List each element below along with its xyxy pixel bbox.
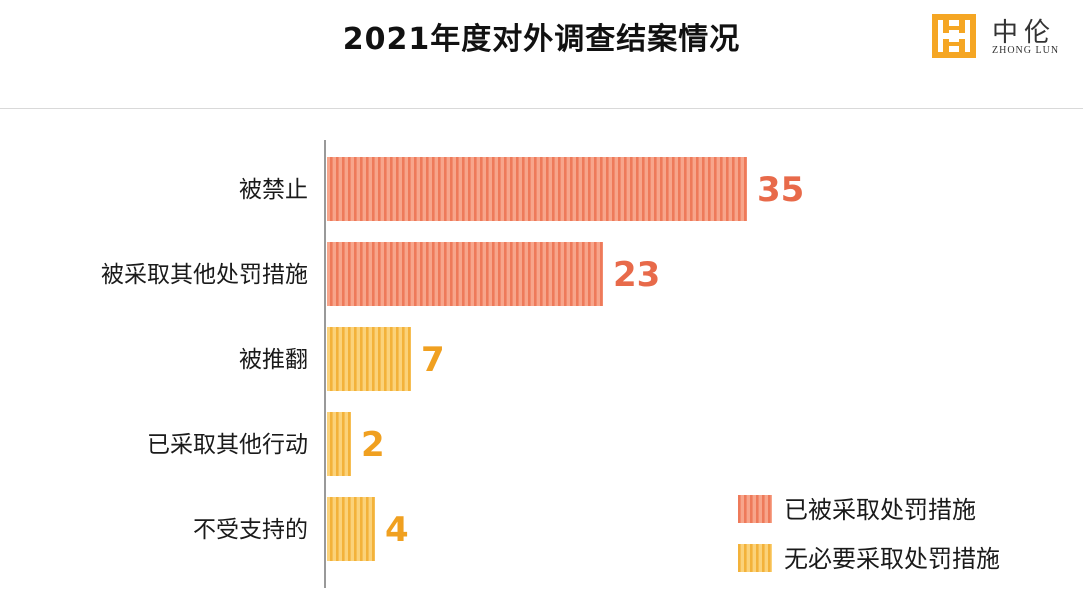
bar-3 bbox=[327, 412, 351, 476]
category-label-0: 被禁止 bbox=[239, 177, 308, 203]
logo-name-en: ZHONG LUN bbox=[992, 45, 1060, 56]
value-label-3: 2 bbox=[361, 425, 385, 465]
value-label-0: 35 bbox=[757, 170, 804, 210]
legend-item-no-penalty: 无必要采取处罚措施 bbox=[738, 544, 1000, 573]
bar-4 bbox=[327, 497, 375, 561]
legend-item-penalty: 已被采取处罚措施 bbox=[738, 495, 976, 524]
legend-label-no-penalty: 无必要采取处罚措施 bbox=[784, 545, 1000, 573]
zhonglun-logo-icon bbox=[932, 14, 976, 58]
legend-swatch-penalty bbox=[738, 495, 772, 523]
category-label-1: 被采取其他处罚措施 bbox=[101, 262, 308, 288]
value-label-2: 7 bbox=[421, 340, 445, 380]
legend-swatch-no-penalty bbox=[738, 544, 772, 572]
value-label-1: 23 bbox=[613, 255, 660, 295]
bars-layer bbox=[327, 157, 747, 561]
legend-label-penalty: 已被采取处罚措施 bbox=[784, 496, 976, 524]
bar-2 bbox=[327, 327, 411, 391]
legend: 已被采取处罚措施 无必要采取处罚措施 bbox=[738, 495, 1000, 573]
category-label-4: 不受支持的 bbox=[193, 517, 308, 543]
logo-name-cn: 中伦 bbox=[992, 18, 1057, 48]
chart-title: 2021年度对外调查结案情况 bbox=[342, 22, 741, 57]
value-label-4: 4 bbox=[385, 510, 409, 550]
value-labels: 35 23 7 2 4 bbox=[361, 170, 804, 550]
category-label-3: 已采取其他行动 bbox=[147, 432, 308, 458]
bar-1 bbox=[327, 242, 603, 306]
bar-0 bbox=[327, 157, 747, 221]
logo: 中伦 ZHONG LUN bbox=[930, 12, 1080, 62]
category-label-2: 被推翻 bbox=[239, 347, 308, 373]
header-divider bbox=[0, 108, 1083, 109]
